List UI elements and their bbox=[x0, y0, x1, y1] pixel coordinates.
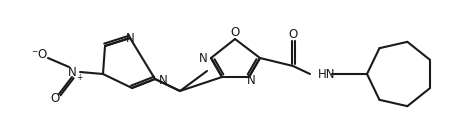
Text: N: N bbox=[68, 66, 76, 78]
Text: HN: HN bbox=[318, 68, 336, 81]
Text: N: N bbox=[159, 73, 168, 87]
Text: O: O bbox=[50, 91, 60, 104]
Text: O: O bbox=[288, 27, 298, 40]
Text: O: O bbox=[38, 48, 47, 60]
Text: N: N bbox=[247, 74, 256, 87]
Text: N: N bbox=[199, 52, 207, 65]
Text: −: − bbox=[31, 48, 37, 56]
Text: +: + bbox=[76, 73, 82, 83]
Text: O: O bbox=[231, 25, 240, 39]
Text: N: N bbox=[125, 32, 134, 45]
